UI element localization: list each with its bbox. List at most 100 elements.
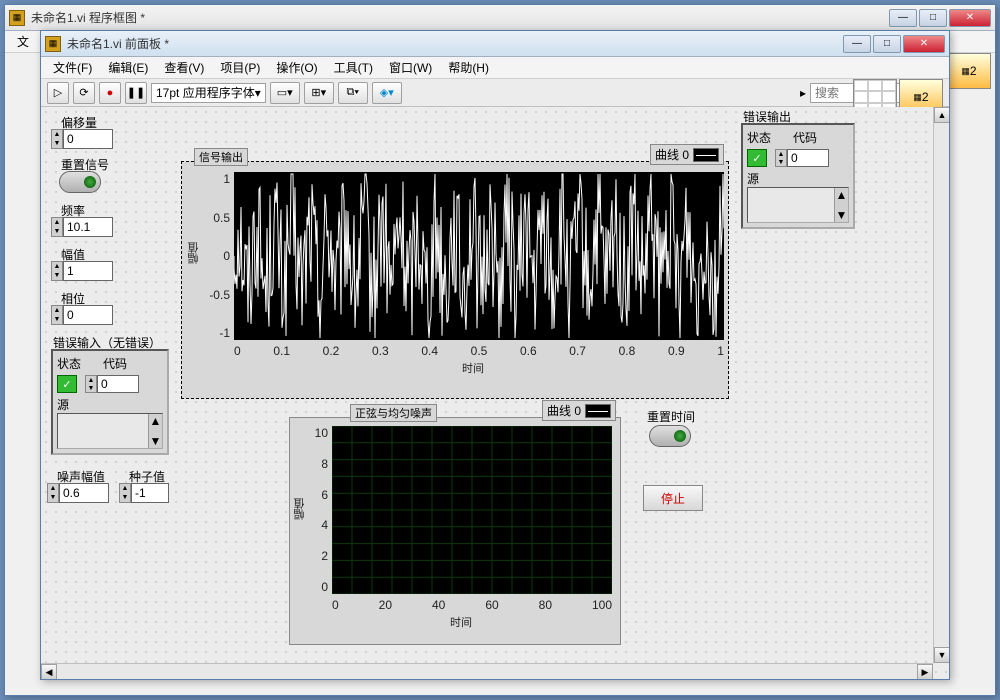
graph2-plot-area[interactable] bbox=[332, 426, 612, 594]
align-button[interactable]: ▭▾ bbox=[270, 82, 300, 104]
phase-input[interactable]: ▲▼ 0 bbox=[51, 305, 113, 325]
toolbar: ▷ ⟳ ● ❚❚ 17pt 应用程序字体▾ ▭▾ ⊞▾ ⧉▾ ◈▾ ▸ 🔍 ? bbox=[41, 79, 949, 107]
stop-button[interactable]: 停止 bbox=[643, 485, 703, 511]
graph2-title: 正弦与均匀噪声 bbox=[350, 404, 437, 422]
menu-window[interactable]: 窗口(W) bbox=[381, 57, 440, 78]
menu-edit[interactable]: 编辑(E) bbox=[100, 57, 156, 78]
graph1-legend[interactable]: 曲线 0 bbox=[650, 144, 724, 165]
font-selector[interactable]: 17pt 应用程序字体▾ bbox=[151, 83, 266, 103]
menu-view[interactable]: 查看(V) bbox=[156, 57, 212, 78]
error-out-status-label: 状态 bbox=[747, 129, 771, 146]
horizontal-scrollbar[interactable]: ◀ ▶ bbox=[41, 663, 933, 679]
error-in-source-label: 源 bbox=[57, 396, 163, 413]
graph2-xticks: 020406080100 bbox=[332, 598, 612, 612]
noise-amp-input[interactable]: ▲▼ 0.6 bbox=[47, 483, 109, 503]
graph2-yticks: 1086420 bbox=[308, 426, 328, 594]
offset-value[interactable]: 0 bbox=[63, 129, 113, 149]
font-label: 17pt 应用程序字体 bbox=[156, 84, 255, 101]
phase-value[interactable]: 0 bbox=[63, 305, 113, 325]
error-in-code-label: 代码 bbox=[103, 355, 127, 372]
inner-maximize-button[interactable]: □ bbox=[873, 35, 901, 53]
reset-time-label: 重置时间 bbox=[645, 407, 697, 426]
reset-signal-button[interactable] bbox=[59, 171, 101, 193]
graph1-legend-label: 曲线 0 bbox=[655, 146, 689, 163]
graph1-plot-area[interactable] bbox=[234, 172, 724, 340]
inner-minimize-button[interactable]: — bbox=[843, 35, 871, 53]
graph2-legend[interactable]: 曲线 0 bbox=[542, 400, 616, 421]
run-continuous-button[interactable]: ⟳ bbox=[73, 82, 95, 104]
error-in-status-label: 状态 bbox=[57, 355, 81, 372]
inner-window: ▦ 未命名1.vi 前面板 * — □ ✕ 文件(F) 编辑(E) 查看(V) … bbox=[40, 30, 950, 680]
error-out-source: ▲▼ bbox=[747, 187, 849, 223]
error-in-source[interactable]: ▲▼ bbox=[57, 413, 163, 449]
search-icon: ▸ bbox=[800, 86, 806, 100]
outer-minimize-button[interactable]: — bbox=[889, 9, 917, 27]
menu-project[interactable]: 项目(P) bbox=[212, 57, 268, 78]
scroll-right-button[interactable]: ▶ bbox=[917, 664, 933, 679]
inner-titlebar[interactable]: ▦ 未命名1.vi 前面板 * — □ ✕ bbox=[41, 31, 949, 57]
scroll-left-button[interactable]: ◀ bbox=[41, 664, 57, 679]
graph2-xlabel: 时间 bbox=[450, 614, 472, 630]
led-icon bbox=[84, 176, 96, 188]
outer-titlebar[interactable]: ▦ 未命名1.vi 程序框图 * — □ ✕ bbox=[5, 5, 995, 31]
resize-button[interactable]: ⧉▾ bbox=[338, 82, 368, 104]
vi-icon: ▦ bbox=[9, 10, 25, 26]
abort-button[interactable]: ● bbox=[99, 82, 121, 104]
frequency-value[interactable]: 10.1 bbox=[63, 217, 113, 237]
error-out-code-label: 代码 bbox=[793, 129, 817, 146]
amplitude-input[interactable]: ▲▼ 1 bbox=[51, 261, 113, 281]
offset-input[interactable]: ▲▼ 0 bbox=[51, 129, 113, 149]
offset-spinner[interactable]: ▲▼ bbox=[51, 129, 63, 149]
error-out-code-value: 0 bbox=[787, 149, 829, 167]
reorder-button[interactable]: ◈▾ bbox=[372, 82, 402, 104]
sine-noise-graph[interactable]: 正弦与均匀噪声 曲线 0 幅值 1086420 020406080100 时间 bbox=[289, 417, 621, 645]
error-out-cluster: 状态 代码 ✓ ▲▼ 0 源 ▲▼ bbox=[741, 123, 855, 229]
frequency-spinner[interactable]: ▲▼ bbox=[51, 217, 63, 237]
frequency-input[interactable]: ▲▼ 10.1 bbox=[51, 217, 113, 237]
outer-close-button[interactable]: ✕ bbox=[949, 9, 991, 27]
outer-maximize-button[interactable]: □ bbox=[919, 9, 947, 27]
menu-operate[interactable]: 操作(O) bbox=[268, 57, 325, 78]
seed-input[interactable]: ▲▼ -1 bbox=[119, 483, 169, 503]
menu-file[interactable]: 文件(F) bbox=[45, 57, 100, 78]
amplitude-value[interactable]: 1 bbox=[63, 261, 113, 281]
vi-palette-icon[interactable]: ▦2 bbox=[947, 53, 991, 89]
noise-amp-spinner[interactable]: ▲▼ bbox=[47, 483, 59, 503]
scroll-down-button[interactable]: ▼ bbox=[934, 647, 949, 663]
trace-swatch-icon bbox=[585, 404, 611, 418]
menu-help[interactable]: 帮助(H) bbox=[440, 57, 497, 78]
menu-tools[interactable]: 工具(T) bbox=[326, 57, 381, 78]
seed-spinner[interactable]: ▲▼ bbox=[119, 483, 131, 503]
error-in-status-led[interactable]: ✓ bbox=[57, 375, 77, 393]
graph1-xticks: 00.10.20.30.40.50.60.70.80.91 bbox=[234, 344, 724, 358]
error-out-source-label: 源 bbox=[747, 170, 849, 187]
vi-icon: ▦ bbox=[45, 36, 61, 52]
seed-value[interactable]: -1 bbox=[131, 483, 169, 503]
trace-swatch-icon bbox=[693, 148, 719, 162]
outer-menu-stub[interactable]: 文 bbox=[9, 31, 37, 52]
graph2-ylabel: 幅值 bbox=[292, 498, 308, 520]
error-out-code-display: ▲▼ 0 bbox=[775, 149, 829, 167]
noise-amp-value[interactable]: 0.6 bbox=[59, 483, 109, 503]
pause-button[interactable]: ❚❚ bbox=[125, 82, 147, 104]
graph1-yticks: 10.50-0.5-1 bbox=[206, 172, 230, 340]
front-panel-canvas[interactable]: 偏移量 ▲▼ 0 重置信号 频率 ▲▼ 10.1 幅值 ▲▼ 1 相位 ▲▼ 0… bbox=[41, 107, 949, 679]
stop-label: 停止 bbox=[661, 490, 685, 507]
error-in-cluster: 状态 代码 ✓ ▲▼ 0 源 ▲▼ bbox=[51, 349, 169, 455]
vertical-scrollbar[interactable]: ▲ ▼ bbox=[933, 107, 949, 663]
graph2-legend-label: 曲线 0 bbox=[547, 402, 581, 419]
graph1-title: 信号输出 bbox=[194, 148, 248, 166]
signal-output-graph[interactable]: 信号输出 曲线 0 幅值 10.50-0.5-1 00.10.20.30.40.… bbox=[181, 161, 729, 399]
run-button[interactable]: ▷ bbox=[47, 82, 69, 104]
scroll-up-button[interactable]: ▲ bbox=[934, 107, 949, 123]
amplitude-spinner[interactable]: ▲▼ bbox=[51, 261, 63, 281]
reset-time-button[interactable] bbox=[649, 425, 691, 447]
graph1-ylabel: 幅值 bbox=[186, 242, 202, 264]
error-in-code-input[interactable]: ▲▼ 0 bbox=[85, 375, 139, 393]
phase-spinner[interactable]: ▲▼ bbox=[51, 305, 63, 325]
inner-close-button[interactable]: ✕ bbox=[903, 35, 945, 53]
error-in-code-value[interactable]: 0 bbox=[97, 375, 139, 393]
distribute-button[interactable]: ⊞▾ bbox=[304, 82, 334, 104]
inner-title: 未命名1.vi 前面板 * bbox=[67, 35, 843, 52]
led-icon bbox=[674, 430, 686, 442]
